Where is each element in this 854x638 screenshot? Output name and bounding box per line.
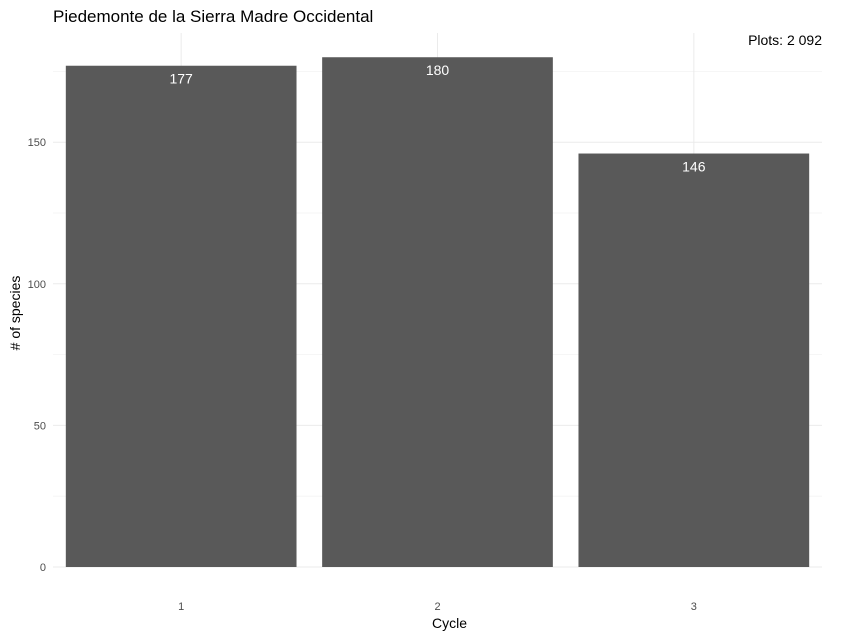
y-tick-label: 0 (40, 562, 46, 574)
bar-cycle-3 (578, 153, 810, 567)
tick-layer: 0 50 100 150 1 2 3 (28, 137, 697, 613)
x-tick-label: 3 (691, 601, 697, 613)
y-tick-label: 150 (28, 137, 46, 149)
chart-title: Piedemonte de la Sierra Madre Occidental (53, 7, 373, 26)
bar-cycle-2 (322, 57, 553, 568)
bar-value-label: 146 (682, 159, 706, 175)
x-axis-label: Cycle (432, 615, 467, 631)
y-tick-label: 50 (34, 420, 46, 432)
bar-value-label: 180 (426, 62, 450, 78)
plots-annotation: Plots: 2 092 (748, 32, 822, 48)
bar-cycle-1 (65, 65, 297, 568)
x-tick-label: 1 (178, 601, 184, 613)
y-axis-label: # of species (7, 276, 23, 351)
label-layer: 177 180 146 (169, 62, 705, 174)
y-tick-label: 100 (28, 279, 46, 291)
x-tick-label: 2 (434, 601, 440, 613)
bar-value-label: 177 (169, 71, 193, 87)
bar-layer (65, 57, 810, 568)
